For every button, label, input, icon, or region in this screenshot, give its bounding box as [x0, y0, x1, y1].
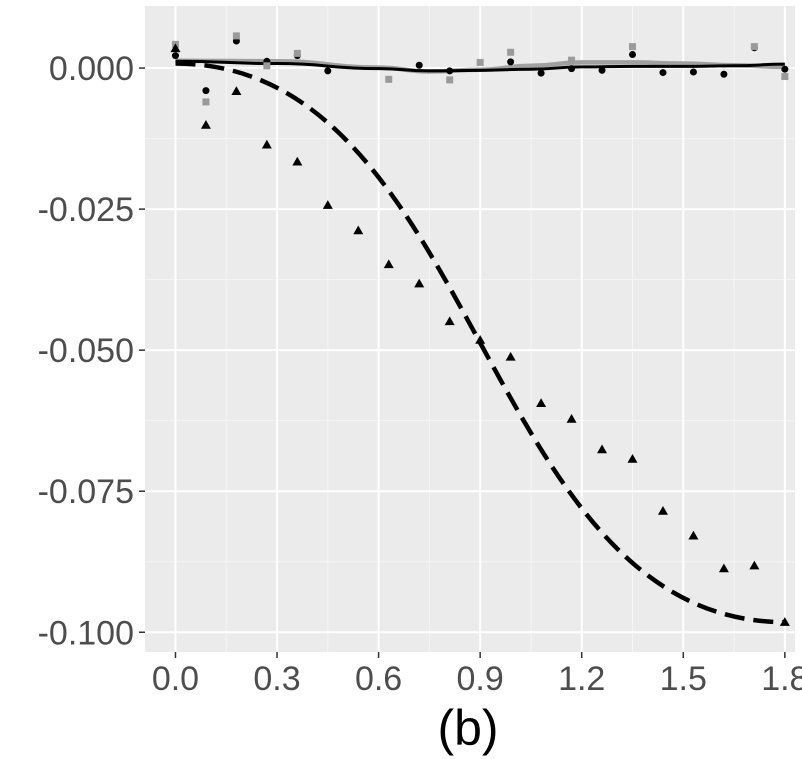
point-square: [507, 48, 515, 56]
point-circle: [659, 69, 667, 77]
fit-line-squares: [175, 58, 785, 74]
y-axis: 0.000 -0.025 -0.050 -0.075 -0.100: [38, 50, 145, 652]
fit-line-circles: [175, 59, 785, 73]
point-circle: [507, 58, 515, 66]
point-triangle: [261, 139, 272, 149]
point-triangle: [231, 86, 242, 95]
point-triangle: [779, 617, 790, 626]
x-tick-label: 1.8: [761, 660, 802, 698]
point-square: [232, 32, 240, 40]
point-circle: [629, 51, 636, 59]
point-triangle: [414, 278, 425, 288]
point-triangle: [292, 156, 303, 166]
point-triangle: [627, 454, 638, 463]
point-circle: [689, 68, 697, 76]
point-circle: [446, 67, 454, 75]
data-points: [170, 32, 790, 626]
point-triangle: [718, 563, 729, 573]
point-triangle: [536, 398, 547, 407]
point-circle: [202, 87, 210, 95]
point-triangle: [688, 530, 699, 540]
y-tick-label: -0.075: [38, 473, 134, 511]
x-tick-label: 1.5: [660, 660, 707, 698]
y-tick-label: -0.050: [38, 332, 134, 370]
point-circle: [415, 61, 423, 69]
point-square: [476, 58, 484, 66]
x-tick-label: 0.3: [253, 660, 300, 698]
point-circle: [537, 69, 545, 77]
point-triangle: [475, 335, 486, 344]
y-tick-label: -0.100: [38, 614, 134, 652]
x-tick-label: 1.2: [558, 660, 605, 698]
point-triangle: [657, 505, 668, 515]
x-tick-label: 0.0: [152, 660, 199, 698]
point-triangle: [505, 351, 516, 361]
point-triangle: [444, 316, 455, 326]
point-square: [750, 43, 758, 51]
point-square: [446, 76, 454, 84]
point-triangle: [322, 200, 333, 209]
point-circle: [598, 66, 606, 74]
point-circle: [171, 52, 179, 60]
point-triangle: [170, 43, 181, 53]
point-square: [781, 73, 789, 81]
point-square: [263, 62, 271, 70]
point-square: [629, 43, 636, 51]
point-square: [293, 49, 301, 57]
grid-minor: [145, 6, 795, 652]
point-circle: [720, 70, 728, 78]
figure-caption: (b): [437, 700, 498, 756]
point-circle: [324, 67, 332, 75]
point-triangle: [749, 560, 760, 570]
x-axis: 0.0 0.3 0.6 0.9 1.2 1.5 1.8: [152, 652, 802, 698]
point-triangle: [353, 225, 364, 235]
plot-panel: [145, 6, 795, 652]
point-square: [202, 98, 210, 106]
y-tick-label: 0.000: [49, 50, 134, 88]
point-square: [568, 56, 576, 64]
point-triangle: [597, 444, 608, 454]
point-circle: [568, 65, 576, 73]
point-square: [385, 75, 393, 83]
point-triangle: [566, 413, 577, 423]
point-triangle: [200, 120, 211, 129]
point-triangle: [383, 259, 394, 269]
y-tick-label: -0.025: [38, 191, 134, 229]
point-circle: [781, 65, 789, 73]
x-tick-label: 0.9: [457, 660, 504, 698]
x-tick-label: 0.6: [355, 660, 402, 698]
